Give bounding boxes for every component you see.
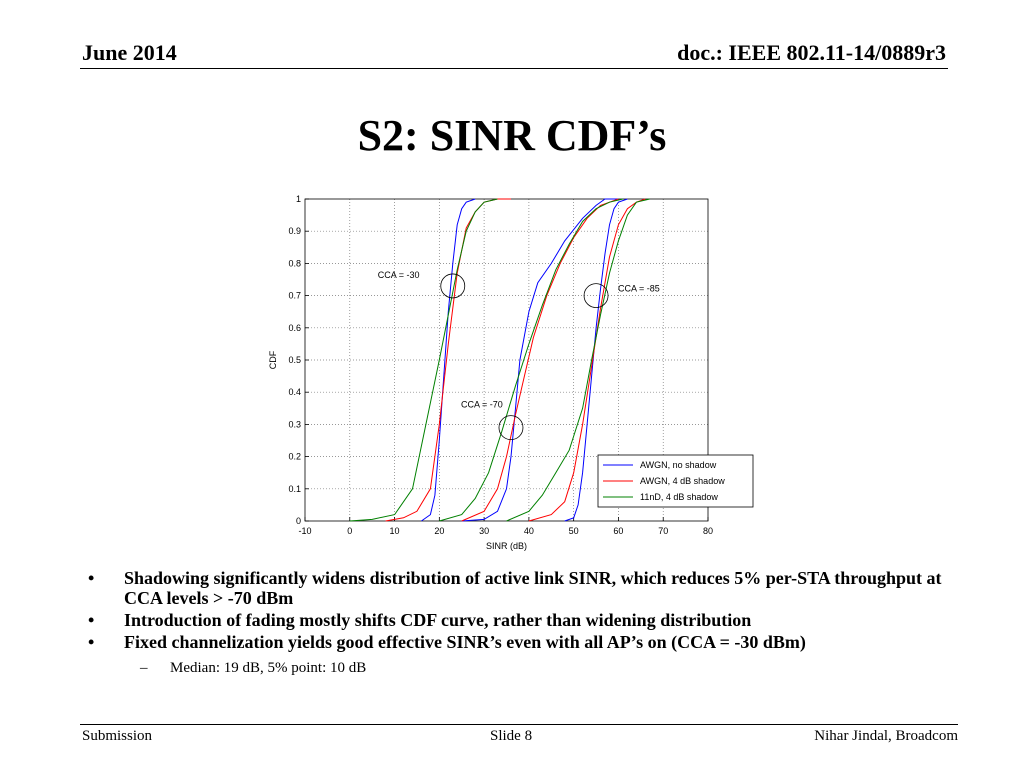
y-tick-label: 0.6 [288,323,301,333]
x-tick-label: 80 [703,526,713,536]
x-tick-label: 0 [347,526,352,536]
legend-entry: AWGN, 4 dB shadow [640,476,725,486]
series-line [461,198,619,522]
header-doc-id: doc.: IEEE 802.11-14/0889r3 [677,40,946,65]
footer-divider [80,724,958,725]
y-tick-label: 0.9 [288,226,301,236]
annotation-label: CCA = -85 [618,284,660,294]
y-tick-label: 0.8 [288,258,301,268]
bullet-list: Shadowing significantly widens distribut… [84,568,944,678]
y-tick-label: 0.2 [288,452,301,462]
sinr-cdf-chart: -10 0 10 20 30 40 50 60 70 8000.10.20.30.40.50.60… [268,194,754,551]
y-tick-label: 0.4 [288,387,301,397]
annotation-label: CCA = -30 [378,270,420,280]
x-tick-label: 50 [569,526,579,536]
y-tick-label: 1 [296,194,301,204]
x-tick-label: -10 [298,526,311,536]
footer-submission: Submission [82,728,153,744]
footer-slide-number: Slide 8 [490,728,533,744]
series-line [421,198,476,522]
bullet-item: Fixed channelization yields good effecti… [84,632,944,652]
slide-title: S2: SINR CDF’s [357,111,667,160]
footer-author: Nihar Jindal, Broadcom [814,728,958,744]
series-line [439,198,624,522]
legend-entry: AWGN, no shadow [640,460,717,470]
sub-bullet-item: Median: 19 dB, 5% point: 10 dB [84,658,944,678]
y-tick-label: 0.3 [288,419,301,429]
annotation-circle [440,273,466,299]
annotation-circle [583,283,609,309]
y-axis-label: CDF [268,350,278,369]
header-divider [80,68,948,69]
bullet-item: Shadowing significantly widens distribut… [84,568,944,608]
y-tick-label: 0.7 [288,291,301,301]
x-tick-label: 40 [524,526,534,536]
x-tick-label: 60 [613,526,623,536]
x-tick-label: 70 [658,526,668,536]
legend-entry: 11nD, 4 dB shadow [640,492,718,502]
annotation-circle [498,415,524,441]
x-tick-label: 10 [390,526,400,536]
y-tick-label: 0.1 [288,484,301,494]
bullet-item: Introduction of fading mostly shifts CDF… [84,610,944,630]
y-tick-label: 0 [296,516,301,526]
y-tick-label: 0.5 [288,355,301,365]
x-tick-label: 30 [479,526,489,536]
x-axis-label: SINR (dB) [486,541,527,551]
series-line [564,198,628,522]
x-tick-label: 20 [434,526,444,536]
annotation-label: CCA = -70 [461,400,503,410]
series-line [506,198,650,522]
header-date: June 2014 [82,40,177,65]
series-line [349,198,498,522]
